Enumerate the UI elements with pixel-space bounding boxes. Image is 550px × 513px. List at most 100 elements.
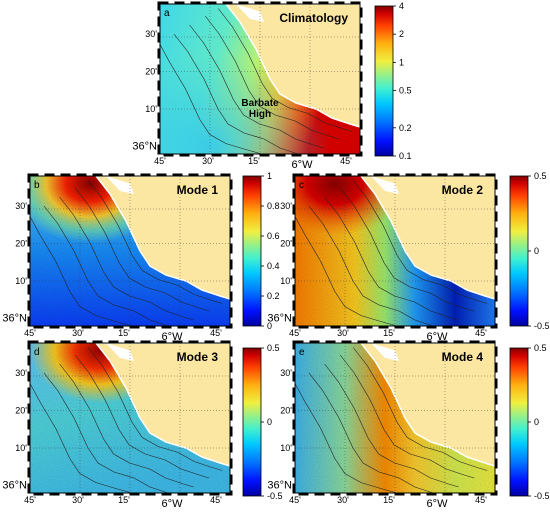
lat-tick-label: 36°N [267, 480, 292, 492]
lon-tick-label: 6°W [162, 498, 184, 510]
contour-line [74, 354, 210, 479]
colorbar-tick-label: 1 [267, 171, 272, 181]
panel-letter: a [164, 8, 170, 19]
estuary [236, 4, 264, 22]
contour-line [87, 347, 223, 471]
lat-tick-label: 30' [15, 368, 27, 378]
estuary [371, 176, 399, 194]
lat-tick-label: 30' [280, 201, 292, 211]
colorbar-tick-label: 0.6 [267, 231, 280, 241]
panel-d: d Mode 3 30' 20' 10' 36°N 45' 30' 15' 6°W 45' 0.5 0 -… [2, 340, 283, 510]
colorbar-tick-label: 2 [399, 29, 404, 39]
contour-line [308, 372, 443, 494]
contour-line [308, 205, 443, 327]
graticule [295, 343, 495, 493]
panel-title: Climatology [279, 11, 348, 25]
contour-line [43, 205, 178, 327]
lon-tick-label: 6°W [427, 498, 449, 510]
panel-letter: c [299, 180, 304, 191]
colorbar-e: 0.5 0 -0.5 [509, 343, 550, 501]
contour-line [339, 354, 475, 479]
colorbar-tick-label: 0.1 [399, 151, 412, 161]
map-frame [159, 3, 361, 155]
lat-tick-label: 36°N [132, 141, 157, 153]
colorbar-gradient [509, 175, 529, 327]
lat-tick-label: 10' [280, 443, 292, 453]
bathymetry-contours [29, 180, 223, 327]
lon-tick-label: 6°W [427, 331, 449, 343]
colorbar-d: 0.5 0 -0.5 [242, 343, 283, 501]
colorbar-tick-label: -0.5 [534, 491, 550, 501]
lon-tick-label: 15' [383, 328, 395, 338]
contour-line [74, 187, 210, 312]
colorbar-tick-label: -0.5 [267, 491, 283, 501]
lon-tick-label: 45' [210, 328, 222, 338]
colorbar-tick-label: 0.8 [267, 201, 280, 211]
map-frame [29, 342, 231, 494]
graticule [30, 343, 230, 493]
lat-tick-label: 20' [15, 239, 27, 249]
contour-line [87, 180, 223, 304]
panel-e: e Mode 4 30' 20' 10' 36°N 45' 30' 15' 6°W 45' 0.5 0 -… [267, 340, 550, 510]
bathymetry-contours [29, 347, 223, 494]
lon-tick-label: 45' [289, 495, 301, 505]
annotation-high: High [249, 109, 271, 120]
contour-line [352, 180, 488, 304]
lat-tick-label: 30' [15, 201, 27, 211]
panel-letter: e [299, 347, 305, 358]
map-frame-dashed [27, 173, 233, 329]
colorbar-tick-label: 0.2 [267, 291, 280, 301]
colorbar-tick-label: 0 [534, 417, 539, 427]
panel-title: Mode 3 [177, 350, 219, 364]
map-frame-dashed [157, 1, 363, 157]
lon-tick-label: 45' [210, 495, 222, 505]
contour-line [189, 24, 324, 149]
panel-title: Mode 1 [177, 183, 219, 197]
lon-tick-label: 45' [24, 495, 36, 505]
lat-tick-label: 36°N [267, 313, 292, 325]
lon-tick-label: 45' [475, 328, 487, 338]
contour-line [43, 372, 178, 494]
colorbar-gradient [242, 347, 262, 497]
colorbar-gradient [509, 347, 529, 497]
graticule [160, 4, 360, 154]
lon-tick-label: 30' [72, 328, 84, 338]
colorbar-tick-label: -0.5 [534, 321, 550, 331]
map-frame-dashed [292, 173, 498, 329]
contour-line [217, 8, 353, 132]
lat-tick-label: 30' [280, 368, 292, 378]
bathymetry-contours [159, 8, 353, 155]
map-frame [29, 175, 231, 327]
panel-title: Mode 2 [442, 183, 484, 197]
lat-tick-label: 36°N [2, 480, 27, 492]
lat-tick-label: 10' [280, 276, 292, 286]
estuary [371, 343, 399, 361]
panel-title: Mode 4 [442, 350, 484, 364]
graticule [30, 176, 230, 326]
lon-tick-label: 45' [24, 328, 36, 338]
contour-line [352, 347, 488, 471]
colorbar-tick-label: 0.5 [534, 171, 547, 181]
estuary [106, 176, 134, 194]
colorbar-tick-label: 0.5 [399, 86, 412, 96]
map-frame [294, 175, 496, 327]
colorbar-gradient [374, 5, 394, 157]
bathymetry-contours [294, 180, 488, 327]
colorbar-b: 1 0.8 0.6 0.4 0.2 0 [242, 171, 280, 331]
panel-c: c Mode 2 30' 20' 10' 36°N 45' 30' 15' 6°W 45' 0.5 0 -… [267, 171, 549, 343]
colorbar-gradient [242, 175, 262, 327]
estuary [106, 343, 134, 361]
contour-line [173, 33, 308, 155]
panel-letter: b [34, 180, 40, 191]
colorbar-tick-label: 1 [399, 57, 404, 67]
colorbar-c: 0.5 0 -0.5 [509, 171, 550, 331]
lon-tick-label: 15' [248, 156, 260, 166]
colorbar-tick-label: 0.2 [399, 123, 412, 133]
lon-tick-label: 6°W [292, 159, 314, 171]
lat-tick-label: 20' [145, 67, 157, 77]
lat-tick-label: 20' [280, 239, 292, 249]
colorbar-tick-label: 0.4 [267, 261, 280, 271]
contour-line [324, 196, 459, 321]
